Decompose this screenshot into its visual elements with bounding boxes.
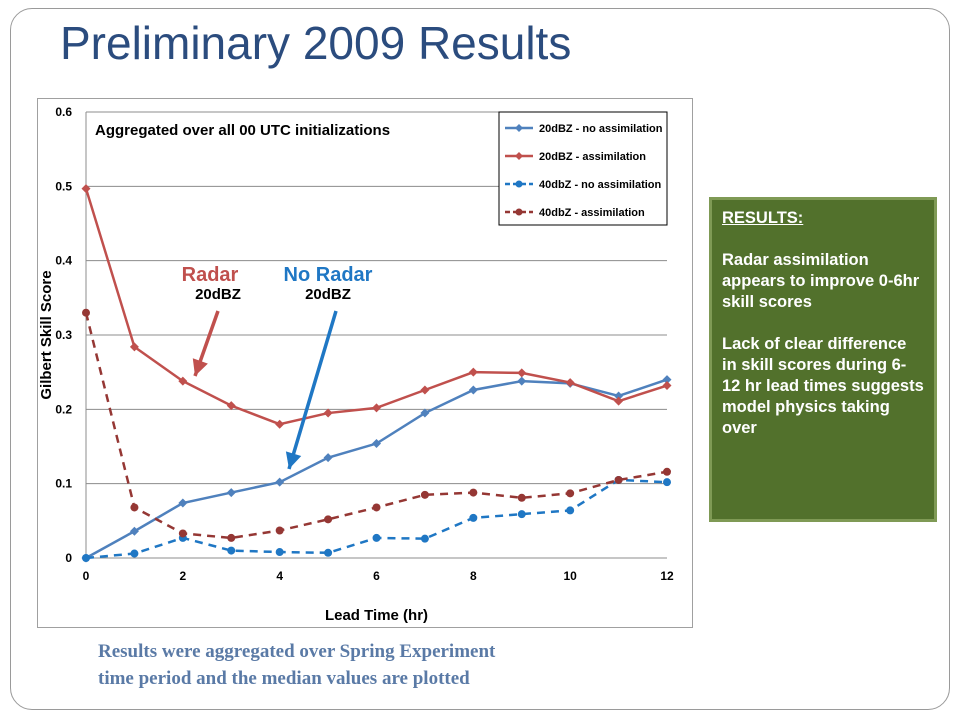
data-point — [372, 403, 381, 413]
y-tick-label: 0 — [65, 551, 72, 565]
data-point — [275, 526, 284, 535]
y-tick-label: 0.2 — [55, 402, 72, 416]
annotation-sublabel: 20dBZ — [195, 286, 241, 303]
legend-marker — [515, 124, 523, 132]
legend-marker — [515, 208, 523, 216]
results-paragraph: Lack of clear difference in skill scores… — [722, 335, 924, 437]
data-point — [469, 513, 478, 522]
data-point — [614, 475, 623, 484]
data-point — [662, 381, 672, 391]
data-point — [82, 554, 90, 562]
legend-label: 40dbZ - assimilation — [539, 207, 645, 219]
data-point — [178, 376, 188, 386]
x-tick-label: 6 — [373, 569, 380, 583]
annotation-arrow-head — [192, 358, 208, 376]
chart-title: Aggregated over all 00 UTC initializatio… — [95, 122, 390, 139]
data-point — [663, 467, 671, 476]
chart-container: 0 0.1 0.2 0.3 0.4 0.5 0.6 0 2 4 6 8 10 12 Lead Time (h… — [37, 98, 693, 628]
results-box: RESULTS: Radar assimilation appears to i… — [709, 197, 937, 522]
caption-line-2: time period and the median values are pl… — [98, 668, 470, 689]
legend-box — [498, 111, 668, 226]
data-point — [662, 375, 672, 385]
legend-label: 20dBZ - no assimilation — [539, 123, 663, 135]
data-point — [275, 419, 285, 429]
x-tick-label: 8 — [470, 569, 477, 583]
data-point — [275, 548, 284, 557]
results-heading: RESULTS: — [722, 209, 804, 227]
slide-title: Preliminary 2009 Results — [60, 17, 572, 69]
gilbert-skill-chart: 0 0.1 0.2 0.3 0.4 0.5 0.6 0 2 4 6 8 10 12 Lead Time (h… — [38, 105, 674, 624]
x-tick-label: 4 — [276, 569, 283, 583]
y-tick-label: 0.1 — [55, 477, 72, 491]
y-tick-label: 0.4 — [55, 254, 72, 268]
data-point — [178, 529, 187, 538]
x-tick-label: 0 — [83, 569, 90, 583]
x-tick-label: 2 — [179, 569, 186, 583]
data-point — [566, 506, 575, 515]
data-point — [468, 367, 478, 377]
data-point — [517, 376, 527, 386]
data-point — [323, 453, 333, 463]
slide-caption: Results were aggregated over Spring Expe… — [98, 638, 638, 692]
data-point — [420, 490, 429, 499]
data-point — [614, 396, 624, 406]
data-point — [469, 488, 478, 497]
data-point — [323, 408, 333, 418]
data-point — [372, 533, 381, 542]
x-tick-label: 10 — [563, 569, 577, 583]
annotation-arrow-head — [285, 451, 302, 469]
data-point — [227, 533, 236, 542]
annotation-arrow-shaft — [287, 310, 338, 470]
slide-frame — [10, 8, 950, 710]
data-point — [82, 308, 90, 317]
data-point — [517, 510, 526, 519]
data-point — [178, 498, 188, 508]
results-paragraph: Radar assimilation appears to improve 0-… — [722, 251, 920, 311]
legend-label: 40dbZ - no assimilation — [539, 179, 662, 191]
y-tick-label: 0.6 — [55, 105, 72, 119]
data-point — [517, 493, 526, 502]
y-tick-label: 0.3 — [55, 328, 72, 342]
data-point — [227, 546, 236, 555]
data-point — [420, 408, 430, 418]
data-point — [566, 489, 575, 498]
data-point — [372, 439, 381, 449]
data-point — [129, 342, 139, 352]
x-axis-title: Lead Time (hr) — [325, 607, 428, 624]
data-point — [226, 401, 236, 411]
data-point — [468, 385, 478, 395]
data-point — [420, 385, 430, 395]
data-point — [130, 549, 139, 558]
annotation-sublabel: 20dBZ — [305, 286, 351, 303]
caption-line-1: Results were aggregated over Spring Expe… — [98, 641, 496, 662]
annotation-label: Radar — [182, 264, 239, 286]
data-point — [517, 368, 527, 378]
data-point — [129, 526, 139, 536]
legend-label: 20dBZ - assimilation — [539, 151, 646, 163]
data-point — [372, 503, 381, 512]
y-axis-title: Gilbert Skill Score — [38, 270, 55, 399]
data-point — [226, 488, 236, 498]
data-point — [565, 378, 575, 388]
data-point — [420, 534, 429, 543]
legend-marker — [515, 152, 523, 160]
data-point — [324, 548, 333, 557]
y-tick-label: 0.5 — [55, 179, 72, 193]
data-point — [130, 503, 139, 512]
annotation-label: No Radar — [284, 264, 373, 286]
x-tick-label: 12 — [660, 569, 674, 583]
data-point — [275, 477, 285, 487]
legend-marker — [515, 180, 523, 188]
data-point — [663, 478, 671, 487]
data-point — [81, 184, 91, 194]
data-point — [324, 515, 333, 524]
data-point — [614, 391, 624, 401]
